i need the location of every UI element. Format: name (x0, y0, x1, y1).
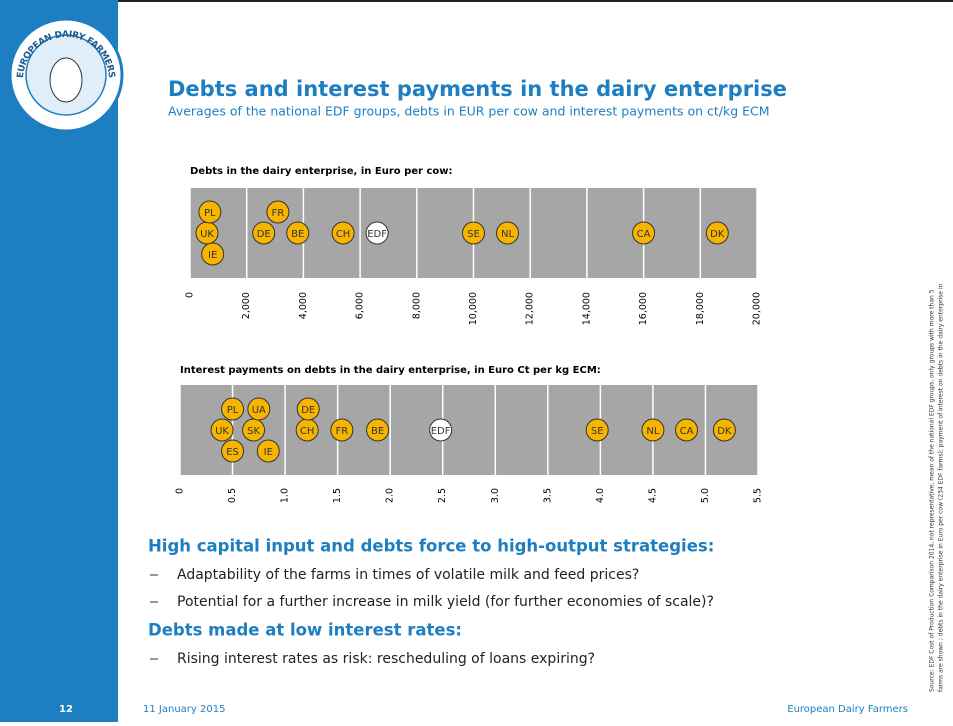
x-tick-label: 1.5 (332, 488, 343, 503)
dot (330, 418, 354, 442)
x-tick-label: 4,000 (298, 292, 309, 319)
date: 11 January 2015 (143, 704, 225, 715)
footer-white (118, 697, 953, 722)
dot-label: IE (264, 447, 273, 458)
dot (201, 242, 225, 266)
dot-label: SE (591, 426, 604, 437)
dot (247, 397, 271, 421)
dot (210, 418, 234, 442)
top-border (0, 0, 953, 2)
x-tick-label: 5.5 (753, 488, 764, 503)
dot (632, 221, 656, 245)
x-tick-label: 12,000 (525, 292, 536, 325)
x-tick-label: 8,000 (411, 292, 422, 319)
dot-label: SE (467, 229, 480, 240)
dot-label: DK (717, 426, 732, 437)
x-tick-label: 1.0 (280, 488, 291, 503)
dot-label: DK (710, 229, 725, 240)
charts: Debts in the dairy enterprise, in Euro p… (175, 166, 764, 503)
dot (331, 221, 355, 245)
dot-label: CH (336, 229, 351, 240)
dot-label: DE (257, 229, 271, 240)
bullet: Potential for a further increase in milk… (177, 594, 714, 610)
dot-label: NL (501, 229, 514, 240)
page-number: 12 (59, 704, 73, 715)
dot-label: BE (371, 426, 384, 437)
dot (705, 221, 729, 245)
dot-label: UK (200, 229, 214, 240)
dot (712, 418, 736, 442)
x-tick-label: 4.0 (595, 488, 606, 503)
dot (496, 221, 520, 245)
section-heading: High capital input and debts force to hi… (148, 537, 714, 556)
chart-title: Debts in the dairy enterprise, in Euro p… (190, 166, 453, 177)
dot (585, 418, 609, 442)
dot (296, 397, 320, 421)
logo-cow (49, 57, 83, 103)
x-tick-label: 5.0 (700, 488, 711, 503)
dot-label: UK (215, 426, 229, 437)
title: Debts and interest payments in the dairy… (168, 77, 787, 101)
dot-label: UA (252, 405, 266, 416)
x-tick-label: 2.5 (437, 488, 448, 503)
x-tick-label: 3.0 (490, 488, 501, 503)
x-tick-label: 6,000 (355, 292, 366, 319)
dot-label: CA (680, 426, 694, 437)
bullet: Rising interest rates as risk: reschedul… (177, 651, 595, 667)
x-tick-label: 0.5 (227, 488, 238, 503)
dot (266, 200, 290, 224)
dot (365, 221, 389, 245)
dot-label: EDF (367, 229, 387, 240)
dot-label: FR (335, 426, 348, 437)
source-line: Source: EDF Cost of Production Compariso… (929, 289, 936, 692)
chart: Debts in the dairy enterprise, in Euro p… (185, 166, 763, 325)
x-tick-label: 0 (175, 488, 186, 494)
dot-label: FR (272, 208, 285, 219)
dot (286, 221, 310, 245)
dot-label: BE (291, 229, 304, 240)
dot-label: PL (227, 405, 239, 416)
section-heading: Debts made at low interest rates: (148, 621, 462, 640)
source: Source: EDF Cost of Production Compariso… (929, 283, 945, 692)
dot (221, 439, 245, 463)
chart-title: Interest payments on debts in the dairy … (180, 365, 601, 376)
x-tick-label: 18,000 (695, 292, 706, 325)
org: European Dairy Farmers (787, 704, 908, 715)
x-tick-label: 2.0 (385, 488, 396, 503)
x-tick-label: 10,000 (468, 292, 479, 325)
x-tick-label: 0 (185, 292, 196, 298)
dot (256, 439, 280, 463)
dot (462, 221, 485, 245)
x-tick-label: 20,000 (752, 292, 763, 325)
x-tick-label: 2,000 (241, 292, 252, 319)
source-line: farms are shown ; debts in the dairy ent… (938, 283, 945, 692)
dot-label: IE (208, 250, 217, 261)
dot (198, 200, 222, 224)
dot-label: CA (637, 229, 651, 240)
x-tick-label: 14,000 (581, 292, 592, 325)
dot-label: EDF (431, 426, 451, 437)
dot (221, 397, 245, 421)
dot-label: CH (300, 426, 315, 437)
dot-label: SK (247, 426, 260, 437)
x-tick-label: 4.5 (647, 488, 658, 503)
dot (252, 221, 276, 245)
dot (366, 418, 390, 442)
dot (641, 418, 665, 442)
dot-label: ES (226, 447, 239, 458)
x-tick-label: 16,000 (638, 292, 649, 325)
chart: Interest payments on debts in the dairy … (175, 365, 764, 503)
dot-label: DE (301, 405, 315, 416)
x-tick-label: 3.5 (542, 488, 553, 503)
subtitle: Averages of the national EDF groups, deb… (168, 104, 770, 119)
dot-label: PL (204, 208, 216, 219)
bullet: Adaptability of the farms in times of vo… (177, 567, 639, 583)
dot (429, 418, 453, 442)
dot (675, 418, 699, 442)
text-block: High capital input and debts force to hi… (148, 537, 714, 668)
dot-label: NL (646, 426, 659, 437)
